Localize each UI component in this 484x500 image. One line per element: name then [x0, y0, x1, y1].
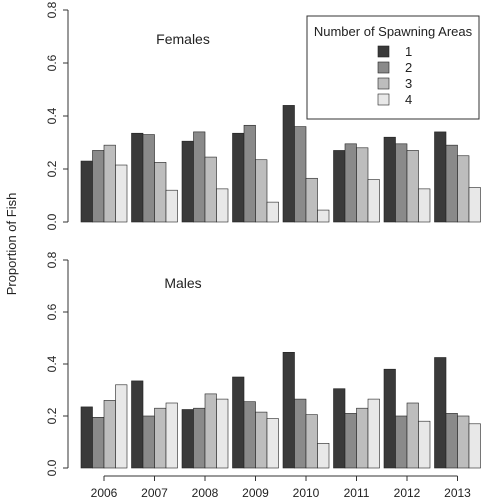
bar-males-2011-series-4 [367, 398, 380, 469]
bar-females-2010-series-4 [317, 209, 330, 223]
bar-males-2007-series-2 [142, 415, 155, 469]
legend-label-4: 4 [405, 92, 412, 107]
bar-males-2007-series-4 [165, 402, 178, 469]
bar-males-2008-series-4 [216, 398, 229, 469]
legend-label-3: 3 [405, 76, 412, 91]
bar-females-2009-series-2 [243, 124, 256, 223]
bar-males-2009-series-4 [266, 418, 279, 469]
bar-males-2010-series-3 [305, 414, 318, 469]
bar-females-2010-series-1 [282, 105, 295, 223]
legend-swatch-1 [377, 45, 390, 58]
bar-females-2007-series-2 [142, 134, 155, 223]
bar-males-2006-series-3 [103, 400, 116, 469]
y-tick-label-females-0: 0.0 [45, 213, 59, 230]
bar-males-2013-series-2 [445, 413, 458, 469]
bar-males-2012-series-3 [406, 402, 419, 469]
bar-females-2007-series-3 [154, 162, 167, 223]
bar-males-2009-series-1 [232, 376, 245, 469]
y-tick-label-males-4: 0.8 [45, 251, 59, 268]
legend-label-2: 2 [405, 60, 412, 75]
legend-box [306, 15, 480, 120]
bar-males-2009-series-2 [243, 401, 256, 469]
panel-label-males: Males [164, 275, 201, 291]
y-tick-label-males-0: 0.0 [45, 459, 59, 476]
y-tick-label-females-3: 0.6 [45, 54, 59, 71]
legend-swatch-3 [377, 77, 390, 90]
bar-males-2012-series-4 [418, 420, 431, 469]
legend-swatch-2 [377, 61, 390, 74]
bar-males-2013-series-1 [434, 357, 447, 469]
bar-males-2008-series-2 [193, 407, 206, 469]
bar-males-2007-series-3 [154, 407, 167, 469]
bar-females-2012-series-2 [395, 143, 408, 223]
bar-males-2013-series-4 [468, 423, 481, 469]
bar-males-2006-series-1 [80, 406, 93, 469]
y-tick-label-females-4: 0.8 [45, 1, 59, 18]
x-tick-label-2012: 2012 [394, 486, 421, 500]
panel-label-females: Females [156, 31, 210, 47]
bar-males-2008-series-3 [204, 393, 217, 469]
bar-females-2009-series-1 [232, 132, 245, 223]
legend-title: Number of Spawning Areas [314, 24, 473, 39]
bar-females-2012-series-4 [418, 188, 431, 223]
bar-males-2010-series-2 [294, 398, 307, 469]
bar-females-2007-series-4 [165, 189, 178, 223]
bar-males-2006-series-2 [92, 416, 105, 469]
x-tick-label-2007: 2007 [141, 486, 168, 500]
panel-males: Males 0.0 0.2 0.4 0.6 0.8 2006 2007 2008 2009 201… [45, 251, 481, 500]
bar-females-2007-series-1 [131, 132, 144, 223]
panel-females: Females 0.0 0.2 0.4 0.6 0.8 [45, 1, 481, 230]
bar-females-2009-series-4 [266, 201, 279, 223]
x-tick-label-2008: 2008 [192, 486, 219, 500]
bar-females-2006-series-3 [103, 144, 116, 223]
bar-males-2013-series-3 [457, 415, 470, 469]
y-tick-label-males-1: 0.2 [45, 407, 59, 424]
bar-males-2008-series-1 [181, 409, 194, 469]
bar-males-2010-series-4 [317, 442, 330, 469]
bar-females-2010-series-2 [294, 126, 307, 223]
x-tick-label-2011: 2011 [344, 486, 370, 500]
bar-females-2013-series-2 [445, 144, 458, 223]
bar-males-2011-series-3 [356, 407, 369, 469]
bar-females-2013-series-4 [468, 187, 481, 223]
bar-females-2008-series-1 [181, 140, 194, 223]
x-tick-label-2009: 2009 [242, 486, 269, 500]
bar-females-2011-series-4 [367, 179, 380, 223]
y-tick-label-males-2: 0.4 [45, 355, 59, 372]
bar-females-2012-series-1 [383, 136, 396, 223]
y-tick-label-females-1: 0.2 [45, 160, 59, 177]
x-tick-label-2013: 2013 [444, 486, 471, 500]
legend-swatch-4 [377, 93, 390, 106]
x-tick-label-2010: 2010 [293, 486, 320, 500]
bar-females-2008-series-4 [216, 188, 229, 223]
legend-label-1: 1 [405, 44, 412, 59]
bar-females-2011-series-2 [344, 143, 357, 223]
bar-females-2011-series-1 [333, 150, 346, 223]
y-tick-label-males-3: 0.6 [45, 303, 59, 320]
bar-males-2006-series-4 [115, 384, 128, 469]
bar-females-2010-series-3 [305, 177, 318, 223]
bar-females-2006-series-4 [115, 164, 128, 223]
bar-females-2013-series-1 [434, 131, 447, 223]
bar-males-2012-series-2 [395, 415, 408, 469]
bar-females-2008-series-2 [193, 131, 206, 223]
bar-females-2013-series-3 [457, 155, 470, 223]
bar-males-2011-series-2 [344, 413, 357, 469]
bar-females-2011-series-3 [356, 147, 369, 223]
bar-females-2006-series-1 [80, 160, 93, 223]
bar-males-2010-series-1 [282, 351, 295, 469]
bar-males-2012-series-1 [383, 368, 396, 469]
y-axis-label: Proportion of Fish [4, 193, 19, 296]
bar-females-2009-series-3 [255, 159, 268, 223]
bar-males-2007-series-1 [131, 380, 144, 469]
bar-males-2011-series-1 [333, 388, 346, 469]
bar-females-2012-series-3 [406, 150, 419, 223]
bar-females-2008-series-3 [204, 156, 217, 223]
bar-males-2009-series-3 [255, 411, 268, 469]
y-tick-label-females-2: 0.4 [45, 107, 59, 124]
bar-females-2006-series-2 [92, 150, 105, 223]
x-tick-label-2006: 2006 [91, 486, 118, 500]
